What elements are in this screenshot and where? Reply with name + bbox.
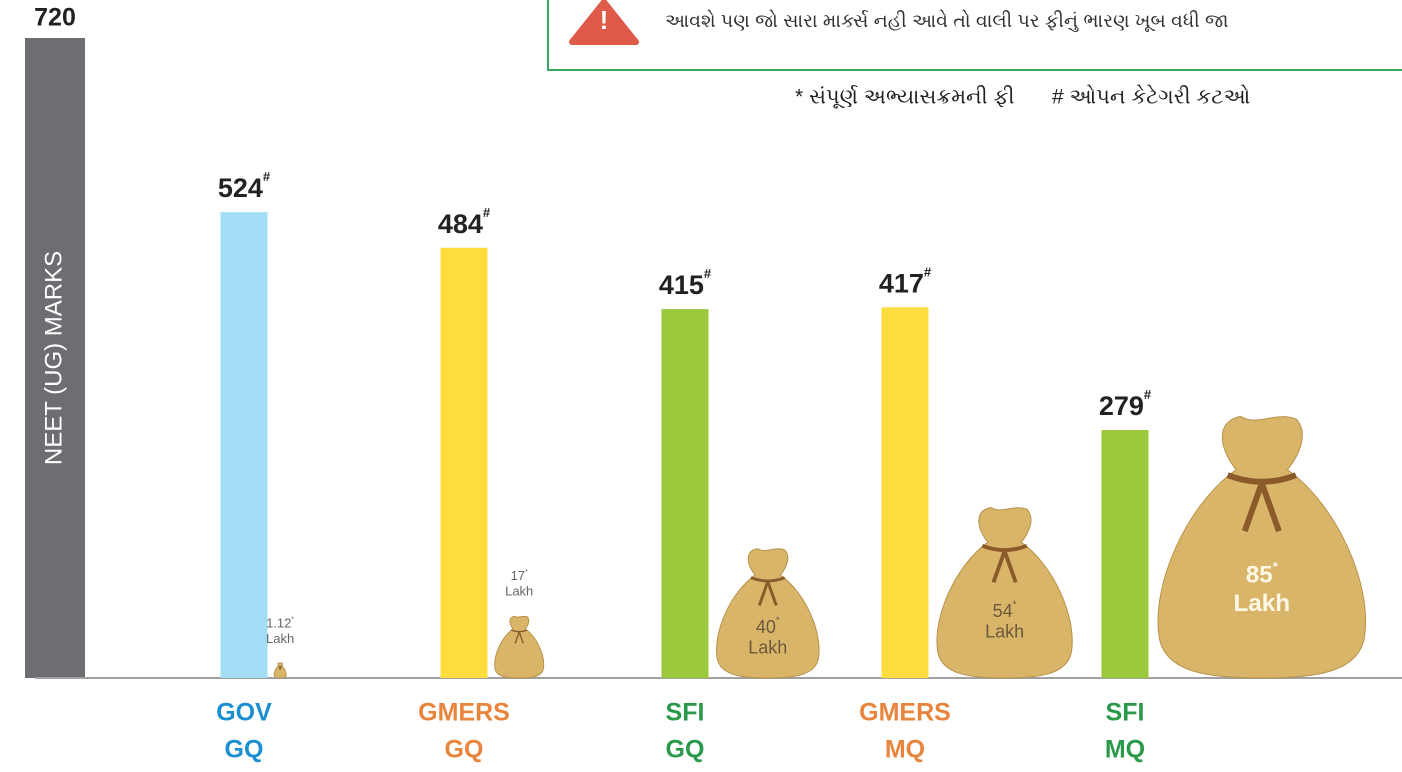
x-tick-label: GQ — [445, 736, 484, 764]
bag-body — [495, 616, 544, 678]
fee-value: 85 — [1246, 562, 1273, 589]
cutoff-marker: # — [263, 170, 271, 185]
fee-bag — [495, 616, 544, 678]
bar-value-label: 279# — [1099, 387, 1152, 421]
x-tick-label: MQ — [885, 736, 925, 764]
cutoff-marker: # — [1144, 387, 1152, 402]
cutoff-note: # ઓપન કેટેગરી કટઓ — [1052, 84, 1250, 108]
chart: ! આવશે પણ જો સારા માર્ક્સ નહી આવે તો વાલ… — [0, 0, 1402, 772]
fee-bag — [716, 549, 819, 678]
warning-text: આવશે પણ જો સારા માર્ક્સ નહી આવે તો વાલી … — [665, 10, 1228, 32]
bag-body — [716, 549, 819, 678]
bar-value: 524 — [218, 173, 263, 203]
x-tick-label: GQ — [666, 736, 705, 764]
fee-unit: Lakh — [985, 621, 1024, 641]
bar-value-label: 417# — [879, 265, 932, 299]
y-axis-label: NEET (UG) MARKS — [40, 251, 67, 465]
fee-unit: Lakh — [748, 637, 787, 657]
bar — [1102, 430, 1149, 678]
fee-unit: Lakh — [505, 583, 533, 598]
bar-value: 415 — [659, 270, 704, 300]
bar-value: 484 — [438, 209, 483, 239]
cutoff-marker: # — [924, 265, 932, 280]
cutoff-marker: # — [483, 205, 491, 220]
fee-value: 54 — [993, 601, 1013, 621]
x-tick-label: GOV — [216, 699, 272, 727]
fee-marker: * — [1013, 599, 1017, 610]
fee-value-label: 1.12* — [266, 615, 294, 631]
fee-marker: * — [525, 568, 528, 576]
x-tick-label: SFI — [666, 699, 705, 727]
x-tick-label: MQ — [1105, 736, 1145, 764]
cutoff-marker: # — [704, 267, 712, 282]
fee-marker: * — [291, 615, 294, 623]
bag-body — [1158, 416, 1366, 678]
bar-value: 279 — [1099, 391, 1144, 421]
fee-bag — [274, 663, 286, 678]
bar-value-label: 415# — [659, 267, 712, 301]
fee-unit: Lakh — [1233, 590, 1290, 617]
bar-value-label: 524# — [218, 170, 271, 204]
x-tick-label: GMERS — [418, 699, 510, 727]
fee-value: 1.12 — [266, 616, 291, 631]
bar — [662, 309, 709, 678]
x-tick-label: GMERS — [859, 699, 951, 727]
y-max-label: 720 — [34, 4, 76, 32]
bar-value-label: 484# — [438, 205, 491, 239]
bar — [441, 248, 488, 678]
bar — [221, 212, 268, 678]
x-tick-label: GQ — [225, 736, 264, 764]
fee-note: * સંપૂર્ણ અભ્યાસક્રમની ફી — [795, 86, 1015, 109]
fee-marker: * — [1273, 558, 1279, 573]
bar-value: 417 — [879, 268, 924, 298]
fee-bag — [1158, 416, 1366, 678]
bar — [882, 307, 929, 678]
bag-body — [937, 507, 1072, 678]
warning-icon-mark: ! — [600, 5, 609, 35]
fee-value: 40 — [756, 617, 776, 637]
bag-body — [274, 663, 286, 678]
fee-unit: Lakh — [266, 631, 294, 646]
x-tick-label: SFI — [1106, 699, 1145, 727]
fee-value-label: 17* — [511, 568, 528, 584]
fee-bag — [937, 507, 1072, 678]
fee-value: 17 — [511, 568, 525, 583]
fee-marker: * — [776, 615, 780, 626]
